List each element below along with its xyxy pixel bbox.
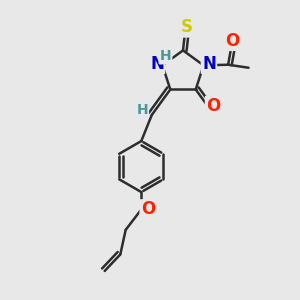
Text: H: H bbox=[160, 49, 171, 63]
Text: H: H bbox=[136, 103, 148, 117]
Text: O: O bbox=[141, 200, 155, 218]
Text: N: N bbox=[202, 55, 216, 73]
Text: O: O bbox=[225, 32, 239, 50]
Text: O: O bbox=[206, 97, 220, 115]
Text: S: S bbox=[181, 18, 193, 36]
Text: N: N bbox=[150, 55, 164, 73]
